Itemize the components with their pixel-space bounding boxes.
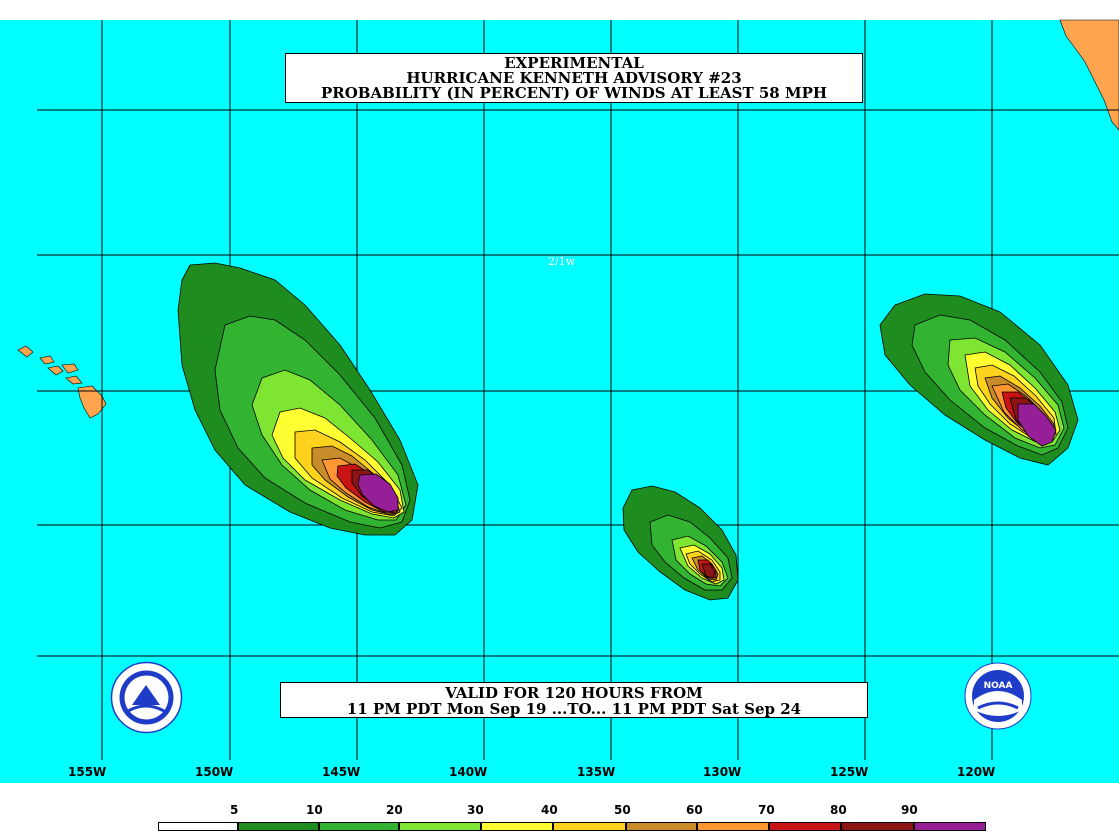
legend-threshold: 90 — [901, 803, 918, 817]
longitude-label: 130W — [703, 765, 742, 779]
probability-swath-east — [879, 293, 1079, 466]
noaa-logo-icon: NOAA — [964, 662, 1032, 730]
title-line-1: EXPERIMENTAL — [504, 54, 644, 72]
title-line-2: HURRICANE KENNETH ADVISORY #23 — [406, 69, 742, 87]
valid-time-box: VALID FOR 120 HOURS FROM 11 PM PDT Mon S… — [280, 682, 868, 718]
legend-swatch — [769, 822, 841, 831]
longitude-label: 140W — [449, 765, 488, 779]
longitude-label: 125W — [830, 765, 869, 779]
legend-swatch — [158, 822, 238, 831]
svg-text:NOAA: NOAA — [984, 681, 1013, 691]
legend-swatch — [914, 822, 986, 831]
longitude-label: 135W — [577, 765, 616, 779]
longitude-label: 150W — [195, 765, 234, 779]
hawaiian-islands — [17, 345, 107, 419]
nws-logo-icon — [110, 661, 183, 734]
legend-threshold: 30 — [467, 803, 484, 817]
legend-swatch — [319, 822, 399, 831]
title-line-3: PROBABILITY (IN PERCENT) OF WINDS AT LEA… — [320, 84, 828, 102]
legend-swatch — [481, 822, 553, 831]
legend-threshold: 50 — [614, 803, 631, 817]
storm-marker: 2/1w — [548, 255, 576, 268]
legend-swatch — [553, 822, 626, 831]
legend-swatch — [238, 822, 319, 831]
longitude-label: 155W — [68, 765, 107, 779]
title-box: EXPERIMENTAL HURRICANE KENNETH ADVISORY … — [285, 53, 863, 103]
probability-swath-west — [177, 262, 419, 536]
legend-threshold: 10 — [306, 803, 323, 817]
probability-swath-central — [622, 485, 739, 601]
legend-threshold: 20 — [386, 803, 403, 817]
mainland-coast — [1059, 19, 1119, 131]
legend-threshold: 60 — [686, 803, 703, 817]
legend-threshold: 5 — [230, 803, 239, 817]
valid-line-1: VALID FOR 120 HOURS FROM — [445, 684, 703, 702]
longitude-label: 145W — [322, 765, 361, 779]
legend-threshold: 70 — [758, 803, 775, 817]
valid-line-2: 11 PM PDT Mon Sep 19 ...TO... 11 PM PDT … — [346, 700, 802, 718]
legend-swatch — [626, 822, 697, 831]
legend-swatch — [399, 822, 481, 831]
legend-threshold: 80 — [830, 803, 847, 817]
longitude-label: 120W — [957, 765, 996, 779]
legend-swatch — [841, 822, 914, 831]
legend-threshold: 40 — [541, 803, 558, 817]
legend-swatch — [697, 822, 769, 831]
